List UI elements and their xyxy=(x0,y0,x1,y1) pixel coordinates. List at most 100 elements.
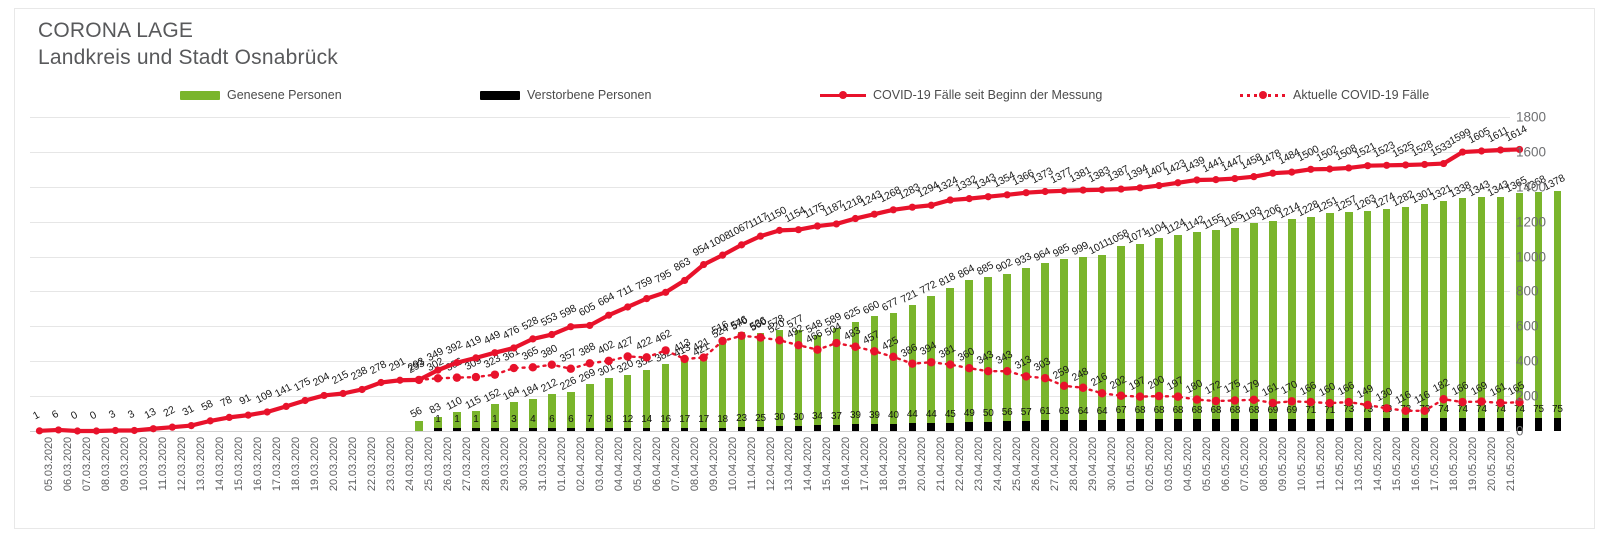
x-axis-tick: 14.03.2020 xyxy=(214,437,227,492)
deaths-bar[interactable] xyxy=(1496,418,1505,431)
deaths-bar[interactable] xyxy=(1382,418,1391,431)
recovered-bar[interactable] xyxy=(1250,222,1258,431)
deaths-bar[interactable] xyxy=(566,428,575,431)
deaths-bar[interactable] xyxy=(529,428,537,431)
recovered-bar[interactable] xyxy=(1344,211,1353,431)
deaths-bar[interactable] xyxy=(453,428,461,431)
deaths-bar[interactable] xyxy=(1458,418,1467,431)
recovered-bar[interactable] xyxy=(1288,219,1296,431)
deaths-bar[interactable] xyxy=(1363,418,1372,431)
recovered-bar[interactable] xyxy=(1458,197,1467,431)
deaths-bar[interactable] xyxy=(1477,418,1486,431)
legend-item-3[interactable]: Aktuelle COVID-19 Fälle xyxy=(1240,88,1429,102)
recovered-bar[interactable] xyxy=(1193,231,1201,431)
deaths-bar[interactable] xyxy=(718,427,727,431)
deaths-bar[interactable] xyxy=(1401,418,1410,431)
deaths-bar[interactable] xyxy=(472,428,480,431)
recovered-bar[interactable] xyxy=(1212,229,1220,431)
deaths-bar[interactable] xyxy=(642,428,651,431)
recovered-bar[interactable] xyxy=(1098,254,1106,431)
x-axis-tick: 24.04.2020 xyxy=(992,437,1005,492)
deaths-bar[interactable] xyxy=(832,424,841,431)
recovered-value-label: 382 xyxy=(652,346,674,366)
x-axis-tick: 21.05.2020 xyxy=(1504,437,1517,492)
deaths-bar[interactable] xyxy=(775,425,784,431)
deaths-bar[interactable] xyxy=(813,425,822,431)
recovered-bar[interactable] xyxy=(1231,227,1239,431)
deaths-bar[interactable] xyxy=(1344,418,1353,431)
deaths-bar[interactable] xyxy=(870,424,879,431)
deaths-bar[interactable] xyxy=(965,422,973,431)
deaths-bar[interactable] xyxy=(927,423,936,431)
deaths-bar[interactable] xyxy=(1269,418,1277,431)
deaths-bar[interactable] xyxy=(1041,420,1049,431)
deaths-bar[interactable] xyxy=(1306,418,1315,431)
recovered-bar[interactable] xyxy=(1325,212,1334,431)
deaths-bar[interactable] xyxy=(661,428,670,431)
deaths-bar[interactable] xyxy=(623,428,632,431)
deaths-bar[interactable] xyxy=(851,424,860,431)
active-cases-value-label: 179 xyxy=(1240,377,1262,396)
deaths-bar[interactable] xyxy=(889,424,898,431)
x-axis-tick: 26.03.2020 xyxy=(441,437,454,492)
deaths-bar[interactable] xyxy=(1288,418,1296,431)
active-cases-value-label: 149 xyxy=(1354,382,1376,401)
deaths-bar[interactable] xyxy=(1117,419,1125,431)
deaths-bar[interactable] xyxy=(946,423,955,431)
recovered-value-label: 721 xyxy=(899,287,920,307)
deaths-value-label: 75 xyxy=(1552,403,1563,415)
deaths-bar[interactable] xyxy=(756,426,765,431)
recovered-bar[interactable] xyxy=(1136,244,1144,431)
recovered-bar[interactable] xyxy=(1534,192,1543,431)
title-line-1: CORONA LAGE xyxy=(38,19,194,42)
deaths-bar[interactable] xyxy=(491,428,499,431)
deaths-bar[interactable] xyxy=(984,422,992,431)
deaths-value-label: 1 xyxy=(473,414,479,425)
deaths-bar[interactable] xyxy=(1003,421,1011,431)
legend-item-1[interactable]: Verstorbene Personen xyxy=(480,88,651,102)
deaths-bar[interactable] xyxy=(908,423,917,431)
deaths-bar[interactable] xyxy=(1325,418,1334,431)
deaths-bar[interactable] xyxy=(1022,421,1030,431)
y-axis-tick: 1000 xyxy=(1516,249,1547,265)
recovered-bar[interactable] xyxy=(1155,238,1163,431)
deaths-bar[interactable] xyxy=(604,428,613,431)
deaths-bar[interactable] xyxy=(1534,417,1543,431)
legend-item-2[interactable]: COVID-19 Fälle seit Beginn der Messung xyxy=(820,88,1102,102)
recovered-bar[interactable] xyxy=(566,391,575,431)
deaths-bar[interactable] xyxy=(1250,419,1258,431)
deaths-bar[interactable] xyxy=(1098,419,1106,431)
deaths-bar[interactable] xyxy=(1079,419,1087,431)
recovered-bar[interactable] xyxy=(1477,196,1486,431)
deaths-bar[interactable] xyxy=(1174,419,1182,431)
deaths-bar[interactable] xyxy=(794,425,803,431)
deaths-bar[interactable] xyxy=(1136,419,1144,431)
recovered-bar[interactable] xyxy=(1553,190,1562,431)
deaths-bar[interactable] xyxy=(434,428,442,431)
deaths-bar[interactable] xyxy=(1060,420,1068,431)
recovered-bar[interactable] xyxy=(415,421,423,431)
deaths-bar[interactable] xyxy=(1420,418,1429,431)
recovered-bar[interactable] xyxy=(1174,234,1182,431)
recovered-bar[interactable] xyxy=(1306,216,1315,431)
deaths-bar[interactable] xyxy=(1439,418,1448,431)
recovered-bar[interactable] xyxy=(1269,220,1277,431)
deaths-bar[interactable] xyxy=(548,428,556,431)
deaths-bar[interactable] xyxy=(585,428,594,431)
legend-item-0[interactable]: Genesene Personen xyxy=(180,88,342,102)
deaths-bar[interactable] xyxy=(1155,419,1163,431)
deaths-value-label: 73 xyxy=(1419,404,1430,416)
deaths-bar[interactable] xyxy=(510,428,518,431)
recovered-value-label: 864 xyxy=(956,262,977,282)
deaths-bar[interactable] xyxy=(1231,419,1239,431)
deaths-bar[interactable] xyxy=(680,428,689,431)
recovered-bar[interactable] xyxy=(1439,200,1448,431)
recovered-bar[interactable] xyxy=(548,394,556,431)
deaths-bar[interactable] xyxy=(1553,417,1562,431)
deaths-bar[interactable] xyxy=(737,426,746,431)
deaths-bar[interactable] xyxy=(699,428,708,431)
deaths-bar[interactable] xyxy=(1212,419,1220,431)
deaths-bar[interactable] xyxy=(1193,419,1201,431)
recovered-bar[interactable] xyxy=(1117,246,1125,431)
deaths-value-label: 74 xyxy=(1514,404,1525,416)
